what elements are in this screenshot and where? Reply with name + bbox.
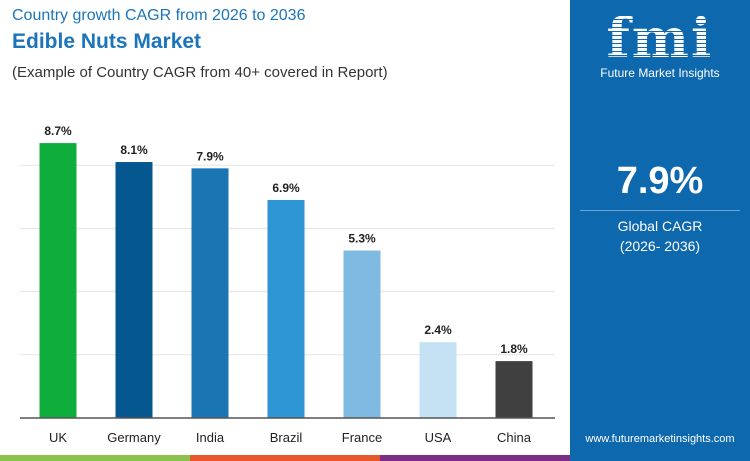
x-tick-label: UK <box>49 430 67 445</box>
x-tick-label: India <box>196 430 225 445</box>
x-tick-label: Brazil <box>270 430 303 445</box>
website-link[interactable]: www.futuremarketinsights.com <box>585 433 735 445</box>
x-tick-label: USA <box>425 430 452 445</box>
bar-brazil <box>267 199 305 418</box>
chart-subtitle: Country growth CAGR from 2026 to 2036 <box>12 7 306 24</box>
chart-note: (Example of Country CAGR from 40+ covere… <box>12 64 388 81</box>
chart-title: Edible Nuts Market <box>12 30 202 53</box>
bar-uk <box>39 143 77 418</box>
bar-usa <box>419 342 457 418</box>
global-cagr-period: (2026- 2036) <box>619 238 701 254</box>
bar-chart: 8.7% UK 8.1% Germany 7.9% India 6.9% Brazil 5.3%… <box>20 124 555 445</box>
data-label: 5.3% <box>348 232 376 246</box>
fmi-logo: fmi Future Market Insights <box>570 8 750 80</box>
data-label: 7.9% <box>196 149 224 163</box>
data-label: 8.1% <box>120 143 148 157</box>
data-label: 6.9% <box>272 181 300 195</box>
bar-india <box>191 168 229 418</box>
divider <box>580 210 740 211</box>
global-cagr-label: Global CAGR <box>617 218 703 234</box>
x-tick-label: Germany <box>107 430 161 445</box>
strip-purple <box>380 455 570 461</box>
data-label: 8.7% <box>44 124 72 138</box>
strip-orange <box>190 455 380 461</box>
bar-france <box>343 250 381 418</box>
x-tick-label: China <box>497 430 532 445</box>
data-label: 2.4% <box>424 323 452 337</box>
bar-china <box>495 361 533 418</box>
strip-green <box>0 455 190 461</box>
brand-name: Future Market Insights <box>600 66 720 80</box>
bar-germany <box>115 162 153 418</box>
global-cagr-value: 7.9% <box>616 160 704 202</box>
sidebar: fmi Future Market Insights 7.9% Global C… <box>570 0 750 461</box>
data-label: 1.8% <box>500 342 528 356</box>
x-tick-label: France <box>342 430 382 445</box>
